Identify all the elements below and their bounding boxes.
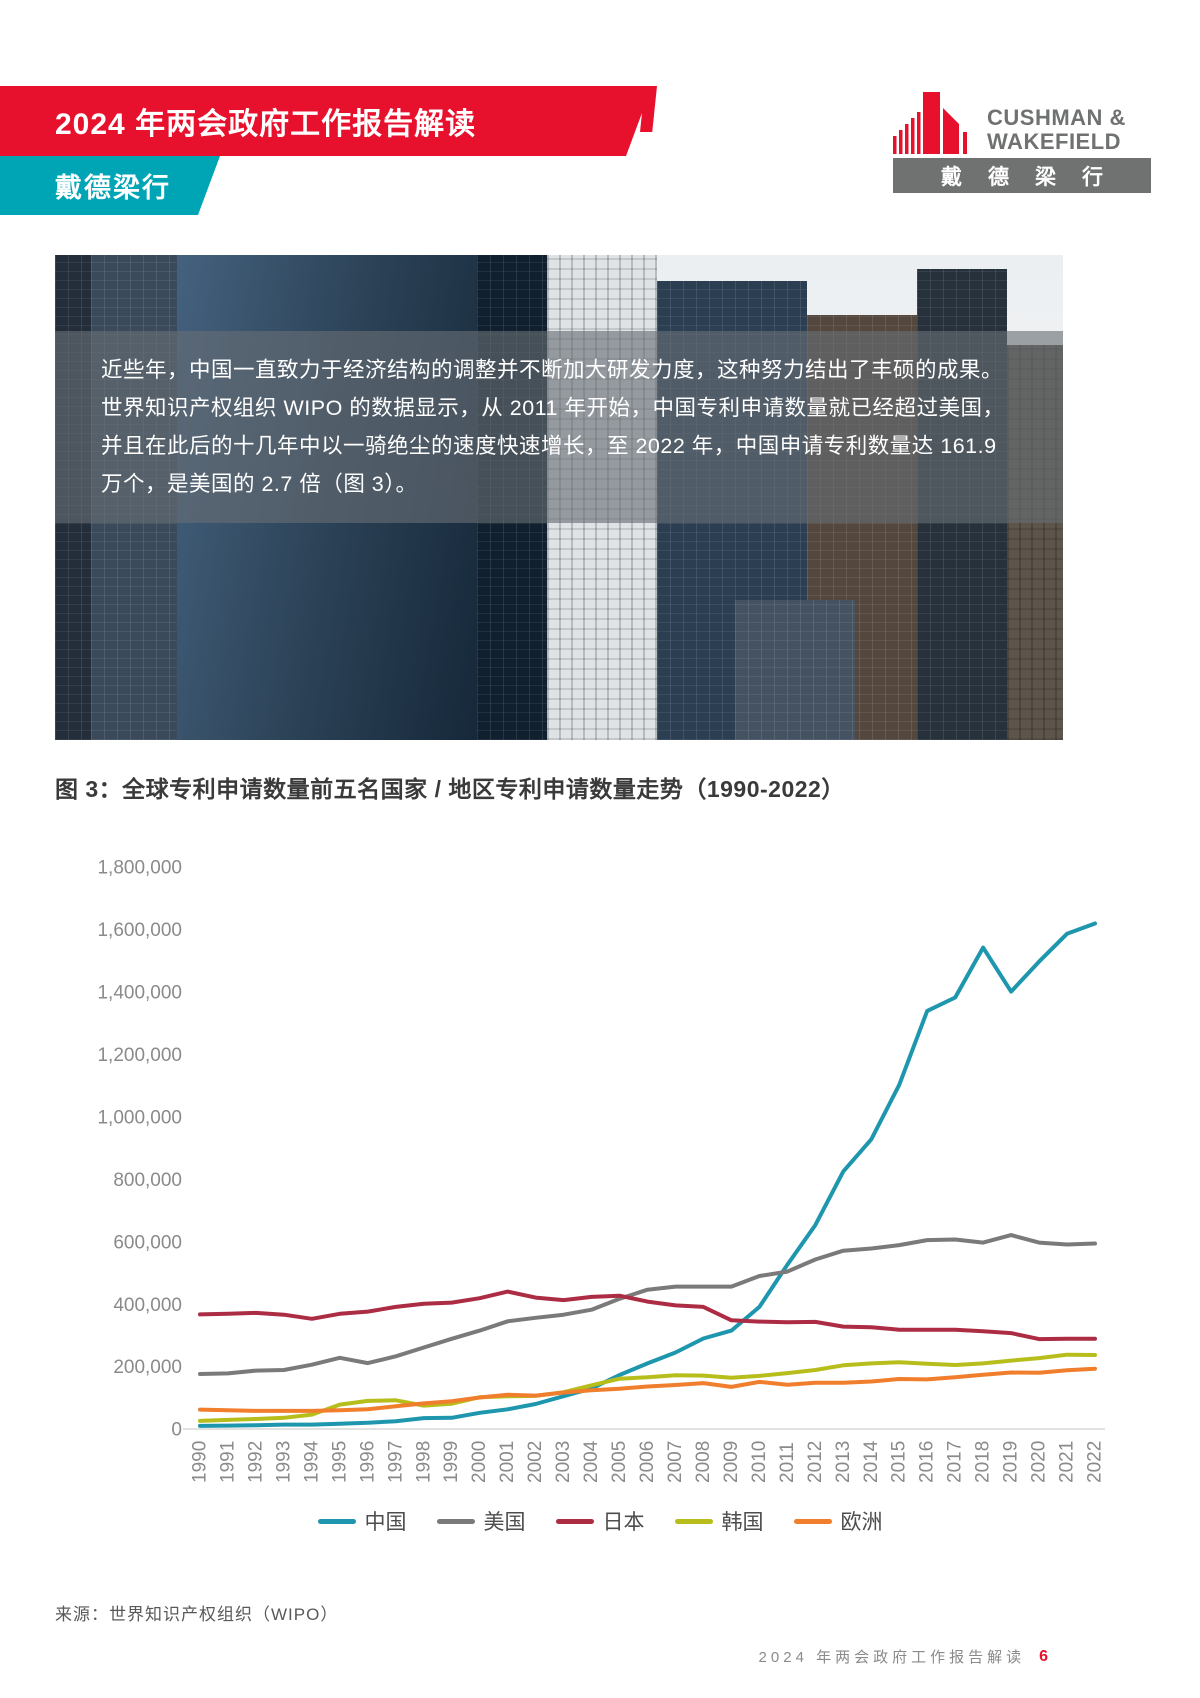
x-axis-tick-label: 1990 [190, 1441, 211, 1483]
x-axis-tick-label: 2012 [805, 1441, 826, 1483]
x-axis-tick-label: 1995 [329, 1441, 350, 1483]
y-axis-tick-label: 0 [171, 1420, 182, 1441]
legend-swatch-korea [674, 1518, 713, 1524]
x-axis-tick-label: 2007 [665, 1441, 686, 1483]
x-axis-tick-label: 2017 [945, 1441, 966, 1483]
x-axis-tick-label: 2000 [469, 1441, 490, 1483]
y-axis-tick-label: 200,000 [113, 1357, 182, 1378]
figure-title: 图 3：全球专利申请数量前五名国家 / 地区专利申请数量走势（1990-2022… [55, 776, 845, 802]
legend-item-china: 中国 [317, 1506, 407, 1536]
x-axis-tick-label: 2022 [1085, 1441, 1106, 1483]
y-axis-tick-label: 1,000,000 [97, 1107, 182, 1128]
legend-label: 美国 [483, 1511, 526, 1534]
legend-swatch-usa [436, 1518, 475, 1524]
x-axis-tick-label: 2015 [889, 1441, 910, 1483]
chart-container: 0 200,000 400,000 600,000 800,000 1,000,000 1,… [55, 833, 1120, 1498]
series-line-中国 [198, 921, 1097, 1428]
legend-item-japan: 日本 [555, 1506, 645, 1536]
series-line-欧洲 [198, 1366, 1097, 1413]
paragraph-line: 并且在此后的十几年中以一骑绝尘的速度快速增长，至 2022 年，中国申请专利数量… [101, 434, 997, 458]
footer-title: 2024 年两会政府工作报告解读 [758, 1649, 1026, 1666]
y-axis-tick-label: 1,800,000 [97, 858, 182, 879]
city-skyline-photo: 近些年，中国一直致力于经济结构的调整并不断加大研发力度，这种努力结出了丰硕的成果… [55, 255, 1063, 740]
legend-label: 中国 [364, 1511, 407, 1534]
x-axis-tick-label: 1997 [385, 1441, 406, 1483]
x-axis-tick-label: 2021 [1057, 1441, 1078, 1483]
x-axis-tick-label: 2011 [777, 1442, 798, 1483]
legend-swatch-europe [793, 1518, 832, 1524]
logo-cn-text: 戴德梁行 [941, 165, 1129, 189]
y-axis-tick-label: 800,000 [113, 1170, 182, 1191]
cushman-wakefield-logo: CUSHMAN & WAKEFIELD 戴德梁行 [893, 90, 1151, 193]
page-footer: 2024 年两会政府工作报告解读 6 [759, 1646, 1048, 1667]
x-axis-tick-label: 2004 [581, 1440, 602, 1483]
x-axis-tick-label: 1994 [301, 1440, 322, 1483]
x-axis-tick-label: 1991 [217, 1441, 238, 1483]
x-axis-tick-label: 2006 [637, 1441, 658, 1483]
x-axis-tick-label: 2014 [861, 1440, 882, 1483]
series-line-韩国 [198, 1352, 1097, 1423]
legend-item-usa: 美国 [436, 1506, 526, 1536]
x-axis-tick-label: 2019 [1001, 1441, 1022, 1483]
y-axis-tick-label: 1,400,000 [97, 983, 182, 1004]
header-banner-red-sliver [640, 86, 657, 132]
x-axis-tick-label: 2016 [917, 1441, 938, 1483]
x-axis-tick-label: 2020 [1029, 1441, 1050, 1483]
legend-swatch-china [317, 1518, 356, 1524]
logo-cn-bar: 戴德梁行 [893, 158, 1151, 193]
paragraph-overlay: 近些年，中国一直致力于经济结构的调整并不断加大研发力度，这种努力结出了丰硕的成果… [55, 331, 1063, 523]
header-banner-teal: 戴德梁行 [0, 156, 220, 215]
brand-name-cn: 戴德梁行 [55, 173, 171, 203]
source-note: 来源：世界知识产权组织（WIPO） [55, 1605, 339, 1624]
chart-legend: 中国 美国 日本 韩国 欧洲 [0, 1506, 1200, 1536]
page-title: 2024 年两会政府工作报告解读 [55, 108, 477, 141]
x-axis-tick-label: 1998 [413, 1441, 434, 1483]
patent-trend-line-chart: 0 200,000 400,000 600,000 800,000 1,000,000 1,… [97, 858, 1106, 1483]
logo-wordmark: CUSHMAN & WAKEFIELD [987, 106, 1126, 154]
x-axis-tick-label: 2009 [721, 1441, 742, 1483]
paragraph-line: 世界知识产权组织 WIPO 的数据显示，从 2011 年开始，中国专利申请数量就… [101, 396, 1005, 420]
x-axis-tick-label: 2003 [553, 1441, 574, 1483]
x-axis-tick-label: 1996 [357, 1441, 378, 1483]
legend-item-europe: 欧洲 [793, 1506, 883, 1536]
header-banner-red: 2024 年两会政府工作报告解读 [0, 86, 652, 156]
legend-swatch-japan [555, 1518, 594, 1524]
x-axis-tick-label: 2010 [749, 1441, 770, 1483]
logo-word-line2: WAKEFIELD [987, 129, 1122, 154]
x-axis-tick-label: 2008 [693, 1441, 714, 1483]
paragraph-line: 近些年，中国一直致力于经济结构的调整并不断加大研发力度，这种努力结出了丰硕的成果… [101, 358, 1004, 382]
y-axis-tick-label: 1,600,000 [97, 920, 182, 941]
page-number: 6 [1039, 1647, 1048, 1665]
skyline-logo-icon [893, 92, 967, 154]
x-axis-tick-label: 1999 [441, 1441, 462, 1483]
x-axis-tick-label: 2018 [973, 1441, 994, 1483]
y-axis-tick-label: 600,000 [113, 1232, 182, 1253]
series-line-日本 [198, 1289, 1097, 1342]
x-axis-tick-label: 2013 [833, 1441, 854, 1483]
legend-label: 欧洲 [840, 1511, 883, 1534]
x-axis-tick-label: 1992 [245, 1441, 266, 1483]
paragraph-line: 万个，是美国的 2.7 倍（图 3）。 [101, 472, 418, 496]
x-axis-tick-label: 2001 [497, 1441, 518, 1483]
building-shape [735, 600, 855, 740]
y-axis-tick-label: 1,200,000 [97, 1045, 182, 1066]
y-axis-tick-label: 400,000 [113, 1295, 182, 1316]
x-axis-tick-label: 2005 [609, 1441, 630, 1483]
logo-word-line1: CUSHMAN & [987, 105, 1126, 130]
legend-label: 日本 [602, 1511, 645, 1534]
x-axis-tick-label: 2002 [525, 1441, 546, 1483]
series-line-美国 [198, 1233, 1097, 1376]
legend-label: 韩国 [721, 1511, 764, 1534]
x-axis-tick-label: 1993 [273, 1441, 294, 1483]
legend-item-korea: 韩国 [674, 1506, 764, 1536]
